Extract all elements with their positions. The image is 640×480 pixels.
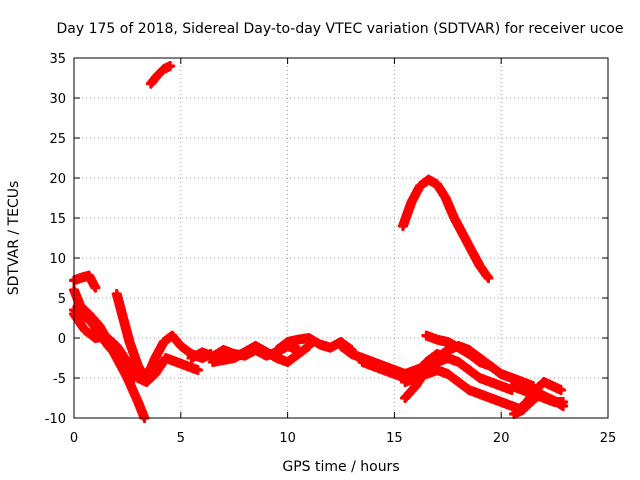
series-arc-19	[506, 380, 569, 408]
series-arc-8	[207, 340, 315, 368]
axis-ticks: 0 5 10 15 20 25 -10 -5 0 5 10 15 20 25 30 35	[45, 52, 617, 446]
series-arc-14	[421, 330, 539, 392]
y-tick-label: 15	[49, 212, 66, 227]
x-axis-label: GPS time / hours	[282, 459, 399, 475]
x-tick-label: 5	[177, 431, 185, 446]
chart-title: Day 175 of 2018, Sidereal Day-to-day VTE…	[57, 21, 624, 37]
x-tick-label: 15	[386, 431, 403, 446]
y-tick-label: 0	[58, 332, 66, 347]
y-tick-label: -10	[45, 412, 66, 427]
y-tick-label: 30	[49, 92, 66, 107]
plot-frame	[73, 57, 609, 419]
x-tick-label: 0	[70, 431, 78, 446]
y-tick-label: 20	[49, 172, 66, 187]
x-tick-label: 20	[493, 431, 510, 446]
y-tick-label: 25	[49, 132, 66, 147]
series-arc-12	[397, 174, 494, 284]
x-tick-label: 25	[600, 431, 617, 446]
series-arc-16	[421, 364, 528, 416]
y-tick-label: 10	[49, 252, 66, 267]
y-axis-label: SDTVAR / TECUs	[6, 181, 22, 296]
series-arc-6	[145, 60, 176, 89]
y-tick-label: 5	[58, 292, 66, 307]
data-series	[68, 60, 569, 424]
y-tick-label: -5	[53, 372, 66, 387]
y-tick-label: 35	[49, 52, 66, 67]
x-tick-label: 10	[279, 431, 296, 446]
